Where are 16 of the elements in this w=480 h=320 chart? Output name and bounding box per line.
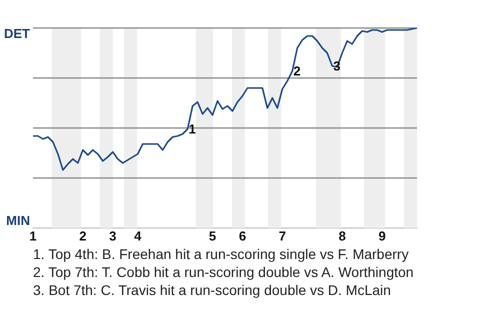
- text: 1. Top 4th: B. Freehan hit a run-scoring single vs F. Marberry: [33, 245, 410, 263]
- x-tick-label: 2: [79, 228, 86, 244]
- x-tick-label: 3: [109, 228, 116, 244]
- x-tick-label: 5: [208, 228, 216, 244]
- x-tick-label: 6: [238, 228, 246, 244]
- annotation: 1: [188, 122, 196, 137]
- x-tick-label: 9: [378, 228, 386, 244]
- text: MIN: [6, 213, 30, 228]
- x-tick-label: 7: [278, 228, 286, 244]
- text: 2. Top 7th: T. Cobb hit a run-scoring double vs A. Worthington: [33, 263, 415, 281]
- annotation: 2: [293, 64, 301, 79]
- text: DET: [4, 26, 30, 42]
- x-tick-label: 8: [338, 228, 346, 244]
- x-tick-label: 4: [134, 228, 142, 244]
- x-tick-label: 1: [29, 228, 37, 244]
- text: 3. Bot 7th: C. Travis hit a run-scoring double vs D. McLain: [33, 281, 392, 299]
